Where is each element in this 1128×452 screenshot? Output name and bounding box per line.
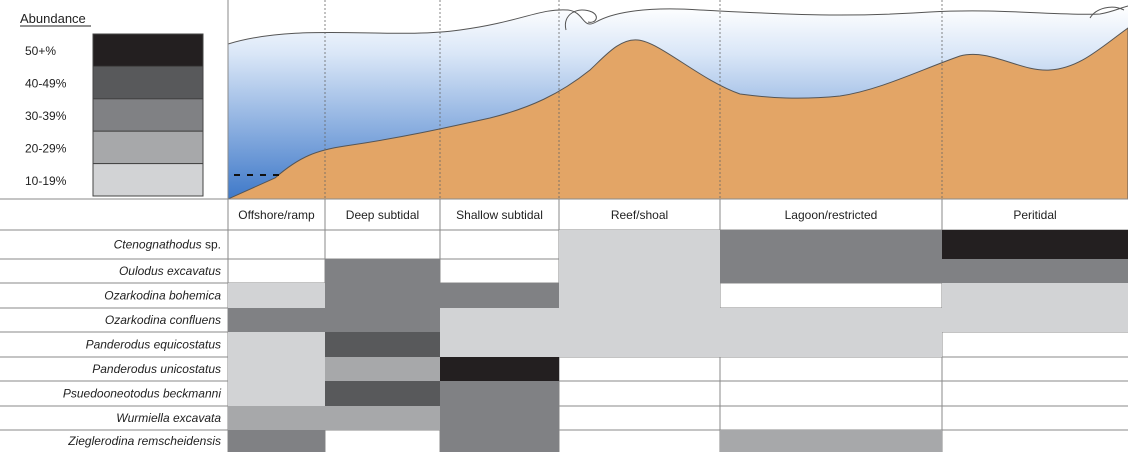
species-name: Oulodus excavatus (119, 264, 221, 278)
species-suffix: sp. (202, 238, 221, 252)
abundance-cell (942, 259, 1128, 283)
environment-header: Lagoon/restricted (785, 208, 878, 222)
abundance-cell (942, 308, 1128, 332)
abundance-cell (440, 332, 559, 357)
species-label: Panderodus equicostatus (86, 338, 221, 352)
abundance-cell (325, 332, 440, 357)
legend-swatch (92, 130, 204, 165)
abundance-cell (440, 430, 559, 452)
species-label: Ozarkodina confluens (105, 313, 221, 327)
legend-swatch (92, 98, 204, 132)
wave-crest (564, 9, 597, 31)
environment-header: Offshore/ramp (238, 208, 315, 222)
legend-label: 30-39% (25, 109, 67, 123)
seafloor-sediment (228, 27, 1128, 199)
abundance-cell (228, 332, 325, 357)
wave-crest-2 (1089, 6, 1125, 19)
abundance-cell (559, 332, 720, 357)
environment-header: Deep subtidal (346, 208, 419, 222)
water-surface-line (228, 5, 1128, 45)
legend-swatch (92, 65, 204, 100)
abundance-cell (228, 357, 325, 381)
species-label: Ozarkodina bohemica (104, 289, 221, 303)
abundance-cell (440, 381, 559, 406)
abundance-cell (325, 283, 440, 308)
abundance-cell (228, 430, 325, 452)
legend-label: 50+% (25, 44, 56, 58)
abundance-cell (942, 283, 1128, 308)
species-label: Oulodus excavatus (119, 264, 221, 278)
abundance-legend: Abundance 50+% 40-49% 30-39% 20-29% 10-19% (20, 11, 204, 197)
species-label: Zieglerodina remscheidensis (67, 434, 221, 448)
abundance-cells (228, 230, 1128, 452)
abundance-cell (440, 357, 559, 381)
legend-title: Abundance (20, 11, 86, 26)
species-name: Zieglerodina remscheidensis (67, 434, 221, 448)
species-name: Ctenognathodus (114, 238, 202, 252)
abundance-cell (720, 230, 942, 259)
species-name: Panderodus unicostatus (92, 362, 221, 376)
abundance-cell (720, 332, 942, 357)
abundance-cell (559, 230, 720, 259)
legend-label: 40-49% (25, 77, 67, 91)
abundance-cell (559, 259, 720, 283)
abundance-cell (720, 430, 942, 452)
legend-label: 10-19% (25, 174, 67, 188)
species-label: Wurmiella excavata (116, 411, 221, 425)
abundance-cell (440, 406, 559, 430)
abundance-cell (440, 308, 559, 332)
abundance-cell (942, 230, 1128, 259)
abundance-cell (228, 308, 325, 332)
abundance-cell (325, 357, 440, 381)
abundance-cell (325, 259, 440, 283)
abundance-cell (325, 381, 440, 406)
abundance-cell (559, 308, 720, 332)
abundance-cell (559, 283, 720, 308)
legend-label: 20-29% (25, 141, 67, 155)
legend-swatch (92, 163, 204, 197)
abundance-cell (228, 381, 325, 406)
depth-profile (228, 5, 1128, 199)
environment-header: Peritidal (1013, 208, 1056, 222)
species-name: Panderodus equicostatus (86, 338, 221, 352)
species-label: Panderodus unicostatus (92, 362, 221, 376)
abundance-cell (440, 283, 559, 308)
species-name: Psuedooneotodus beckmanni (63, 387, 221, 401)
species-label: Ctenognathodus sp. (114, 238, 221, 252)
abundance-cell (228, 406, 325, 430)
abundance-cell (720, 308, 942, 332)
legend-swatch (92, 33, 204, 67)
abundance-cell (228, 283, 325, 308)
species-name: Ozarkodina confluens (105, 313, 221, 327)
abundance-cell (325, 308, 440, 332)
environment-header: Reef/shoal (611, 208, 668, 222)
abundance-cell (720, 259, 942, 283)
environment-header: Shallow subtidal (456, 208, 543, 222)
abundance-cell (325, 406, 440, 430)
species-name: Wurmiella excavata (116, 411, 221, 425)
species-label: Psuedooneotodus beckmanni (63, 387, 221, 401)
species-name: Ozarkodina bohemica (104, 289, 221, 303)
table-labels: Offshore/ramp Deep subtidal Shallow subtid… (63, 208, 1057, 448)
